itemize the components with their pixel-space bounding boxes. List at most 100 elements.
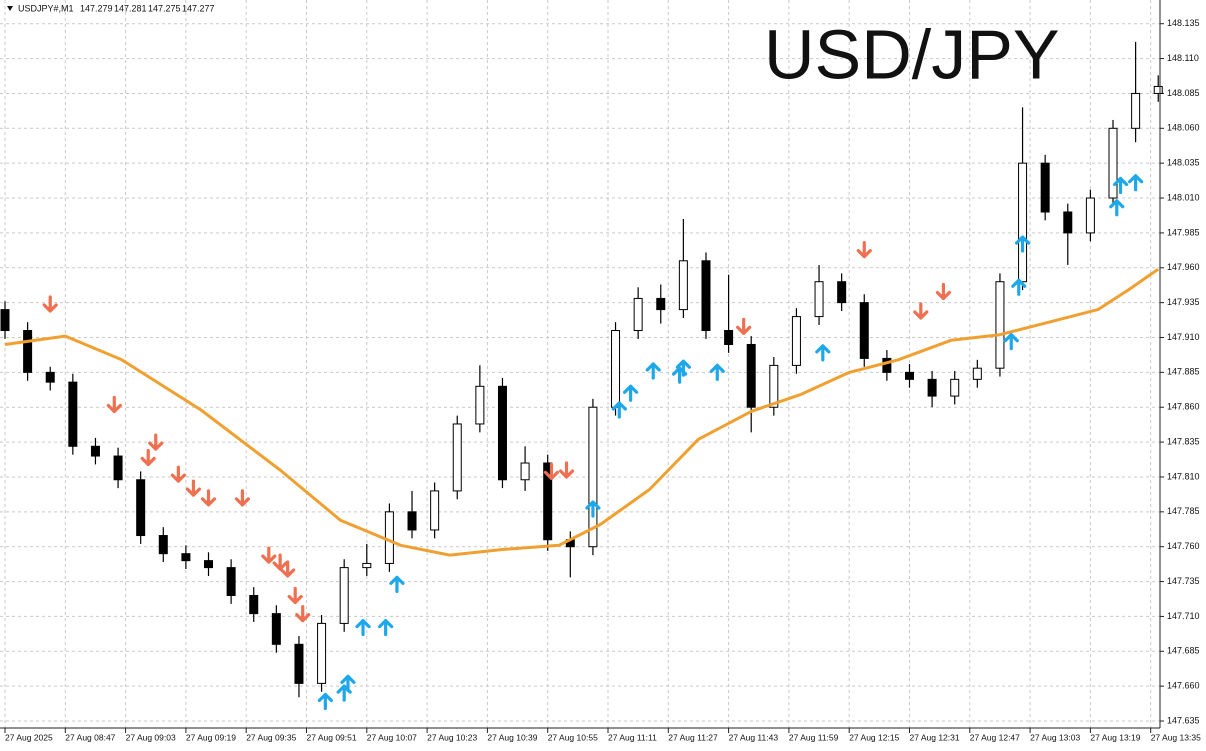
y-tick-label: 147.710 [1167, 611, 1200, 621]
candle-body [814, 281, 824, 318]
sell-signal [106, 395, 122, 414]
candle-body [497, 385, 507, 481]
y-tick-label: 148.110 [1167, 53, 1199, 63]
candle-body [23, 330, 33, 373]
quote-value: 147.277 [182, 3, 215, 13]
y-tick-label: 148.035 [1167, 158, 1200, 168]
candle-body [430, 490, 440, 531]
x-tick-label: 27 Aug 11:11 [608, 732, 657, 742]
candle-body [904, 371, 914, 380]
y-tick-label: 148.010 [1167, 192, 1200, 202]
y-tick-label: 147.885 [1167, 367, 1200, 377]
candle-body [1085, 197, 1095, 234]
candle-body [859, 302, 869, 359]
quote: 147.279 147.281 147.275 147.277 [80, 3, 215, 13]
candle-body [90, 445, 100, 457]
x-tick-label: 27 Aug 13:35 [1151, 732, 1201, 742]
buy-signal [675, 359, 691, 377]
buy-signal [378, 618, 394, 637]
y-tick-label: 147.835 [1167, 436, 1200, 446]
menu-triangle[interactable] [7, 6, 13, 11]
x-tick-label: 27 Aug 10:39 [487, 732, 537, 742]
candle-body [362, 562, 372, 569]
candle-body [45, 371, 55, 383]
candle-body [1108, 127, 1118, 199]
buy-signal [389, 575, 405, 593]
candle-body [678, 260, 688, 311]
buy-signal [1128, 174, 1144, 192]
sell-signal [280, 560, 296, 578]
candle-body [226, 567, 236, 597]
candle-body [158, 535, 168, 555]
sell-signal [287, 586, 303, 605]
x-tick-label: 27 Aug 11:27 [668, 732, 718, 742]
y-tick-label: 147.910 [1167, 332, 1200, 342]
candle-body [68, 381, 78, 447]
candle-body [995, 281, 1005, 369]
sell-signal [200, 489, 217, 507]
x-tick-label: 27 Aug 09:03 [126, 732, 176, 742]
candle-body [1063, 211, 1073, 234]
candle-body [701, 260, 711, 332]
x-tick-label: 27 Aug 10:55 [548, 732, 598, 742]
moving-average [4, 267, 1160, 557]
candle-body [656, 297, 666, 311]
candle-body [927, 378, 937, 397]
candle-body [407, 511, 417, 531]
x-tick-label: 27 Aug 2025 [5, 732, 53, 742]
sell-signal [272, 553, 288, 571]
y-tick-label: 147.960 [1167, 262, 1200, 272]
candle-body [611, 330, 621, 408]
candle-body [136, 479, 146, 537]
buy-signal [340, 674, 356, 692]
x-tick-label: 27 Aug 12:15 [849, 732, 899, 742]
candle-body [249, 595, 259, 615]
buy-signal [317, 692, 333, 711]
y-tick-label: 147.985 [1167, 227, 1200, 237]
candle-body [520, 462, 530, 481]
candle-body [837, 281, 847, 304]
x-tick-label: 27 Aug 10:23 [427, 732, 477, 742]
buy-signal [1003, 333, 1019, 351]
sell-signal [42, 295, 58, 313]
sell-signal [935, 282, 952, 301]
y-tick-label: 147.785 [1167, 506, 1200, 516]
sell-signal [736, 317, 752, 335]
sell-signal [913, 302, 929, 320]
y-tick-label: 147.635 [1167, 715, 1200, 725]
candle-body [204, 560, 214, 569]
candle-body [452, 423, 462, 492]
sell-signal [261, 546, 277, 564]
sell-signal [543, 462, 560, 480]
candle-body [882, 357, 892, 373]
buy-signal [1112, 176, 1129, 195]
x-tick-label: 27 Aug 09:19 [186, 732, 236, 742]
sell-signal [148, 433, 164, 451]
y-tick-label: 147.935 [1167, 297, 1200, 307]
buy-signal [1011, 278, 1027, 296]
candle-body [791, 316, 801, 366]
buy-signal [623, 384, 639, 402]
sell-signal [185, 479, 202, 497]
candle-body [972, 367, 982, 380]
quote-value: 147.275 [148, 3, 181, 13]
buy-signal [585, 500, 601, 518]
candle-body [1131, 92, 1141, 129]
candle-body [0, 309, 10, 332]
y-tick-label: 148.085 [1167, 88, 1200, 98]
candle-body [724, 330, 734, 345]
buy-signal [1014, 235, 1031, 253]
x-tick-label: 27 Aug 12:31 [909, 732, 959, 742]
sell-signal [558, 461, 575, 479]
candle-body [1153, 85, 1163, 94]
quote-value: 147.279 [80, 3, 113, 13]
x-tick-label: 27 Aug 09:51 [306, 732, 356, 742]
y-tick-label: 147.685 [1167, 646, 1200, 656]
candle-body [746, 343, 756, 408]
sell-signal [295, 605, 311, 623]
y-tick-label: 147.760 [1167, 541, 1200, 551]
candle-body [1040, 162, 1050, 213]
